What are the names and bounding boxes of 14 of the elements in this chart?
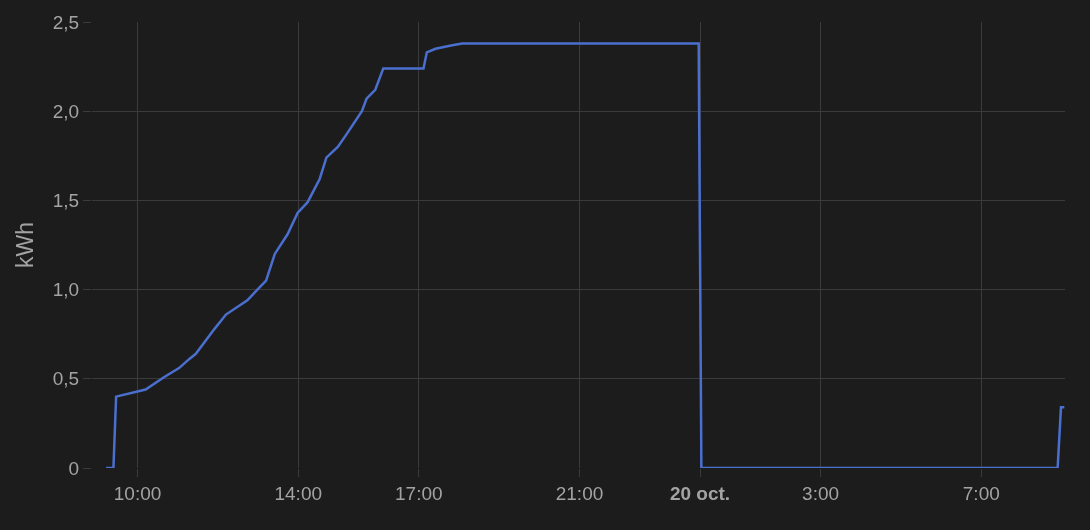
y-axis-title: kWh [12, 222, 39, 268]
y-tick-label: 0 [68, 457, 80, 479]
x-tick-label: 3:00 [802, 482, 840, 504]
x-tick-label: 17:00 [395, 482, 443, 504]
x-tick-label: 21:00 [555, 482, 604, 504]
x-tick-label: 10:00 [113, 482, 162, 504]
y-tick-label: 1,0 [52, 279, 80, 301]
y-tick-label: 0,5 [52, 368, 80, 390]
x-tick-label: 20 oct. [669, 482, 731, 504]
y-tick-label: 1,5 [52, 190, 80, 212]
x-tick-label: 14:00 [274, 482, 323, 504]
y-tick-label: 2,0 [52, 100, 80, 122]
x-tick-label: 7:00 [962, 482, 1000, 504]
y-tick-label: 2,5 [52, 11, 80, 33]
